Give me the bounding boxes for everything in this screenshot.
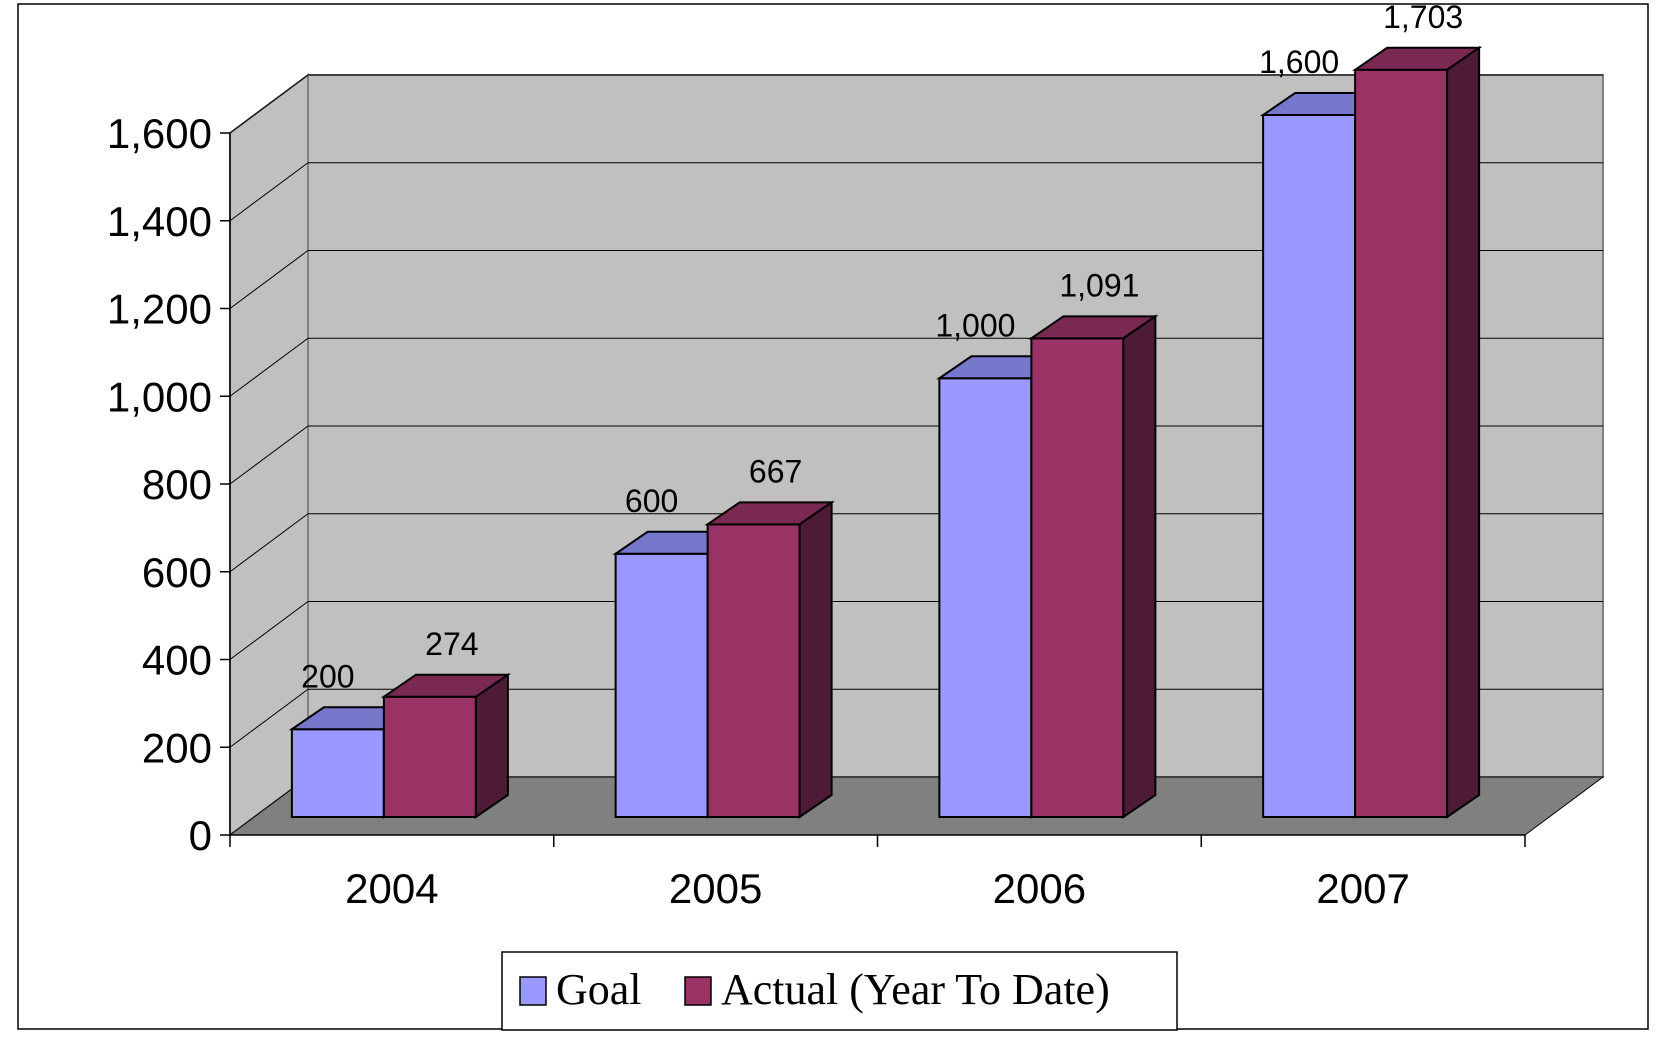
bar-goal-2006 [939, 378, 1031, 817]
bar-actual-2005 [708, 524, 800, 817]
data-label: 274 [425, 626, 478, 662]
x-tick-label: 2005 [669, 865, 762, 912]
y-tick-label: 800 [142, 461, 212, 508]
legend-swatch-goal [520, 977, 546, 1005]
y-tick-label: 1,400 [107, 198, 212, 245]
y-tick-label: 1,000 [107, 373, 212, 420]
data-label: 1,703 [1383, 0, 1463, 35]
data-label: 200 [301, 658, 354, 694]
bar-goal-2004 [292, 729, 384, 817]
data-label: 1,000 [935, 307, 1015, 343]
bar-actual-2007 [1355, 70, 1447, 817]
x-tick-label: 2007 [1316, 865, 1409, 912]
y-tick-label: 1,200 [107, 286, 212, 333]
y-tick-label: 200 [142, 724, 212, 771]
bar-actual-2004 [384, 697, 476, 817]
legend: Goal Actual (Year To Date) [502, 952, 1177, 1030]
y-tick-label: 600 [142, 549, 212, 596]
bar-side-face [1123, 316, 1155, 817]
bar-goal-2005 [616, 554, 708, 817]
y-tick-label: 1,600 [107, 110, 212, 157]
bar-goal-2007 [1263, 115, 1355, 817]
bar-actual-2006 [1031, 338, 1123, 817]
legend-label-actual: Actual (Year To Date) [721, 965, 1110, 1014]
legend-swatch-actual [685, 977, 711, 1005]
bar-side-face [800, 502, 832, 817]
data-label: 600 [625, 483, 678, 519]
y-tick-label: 400 [142, 637, 212, 684]
bar-side-face [1447, 48, 1479, 817]
data-label: 1,600 [1259, 44, 1339, 80]
legend-label-goal: Goal [556, 965, 642, 1014]
x-tick-label: 2004 [345, 865, 438, 912]
y-tick-label: 0 [189, 812, 212, 859]
data-label: 667 [749, 453, 802, 489]
x-tick-label: 2006 [993, 865, 1086, 912]
data-label: 1,091 [1059, 267, 1139, 303]
bar-side-face [476, 675, 508, 817]
